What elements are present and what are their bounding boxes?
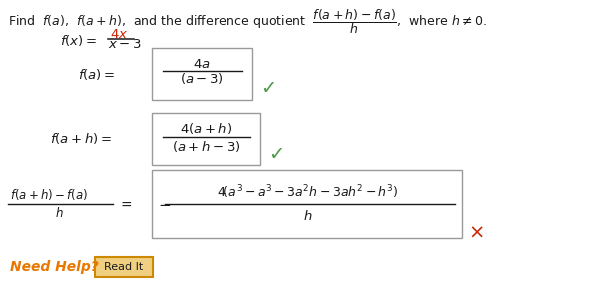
Text: Read It: Read It <box>104 262 143 272</box>
Text: $4(a+h)$: $4(a+h)$ <box>180 122 232 137</box>
Text: $=$: $=$ <box>118 197 133 211</box>
Text: $\times$: $\times$ <box>468 222 484 242</box>
FancyBboxPatch shape <box>152 48 252 100</box>
Text: $f(a + h) - f(a)$: $f(a + h) - f(a)$ <box>10 188 88 202</box>
Text: $f(a + h) =$: $f(a + h) =$ <box>50 132 112 147</box>
FancyBboxPatch shape <box>95 257 153 277</box>
Text: $f(x) =$: $f(x) =$ <box>60 32 97 47</box>
Text: $(a-3)$: $(a-3)$ <box>180 71 224 86</box>
Text: ✓: ✓ <box>260 79 276 99</box>
Text: $-$: $-$ <box>158 196 171 212</box>
Text: Find  $f(a)$,  $f(a + h)$,  and the difference quotient  $\dfrac{f(a + h) - f(a): Find $f(a)$, $f(a + h)$, and the differe… <box>8 7 487 36</box>
Text: $4a$: $4a$ <box>193 58 211 71</box>
Text: $h$: $h$ <box>303 209 313 223</box>
Text: Need Help?: Need Help? <box>10 260 99 274</box>
Text: $4\!\left(a^3 - a^3 - 3a^2h - 3ah^2 - h^3\right)$: $4\!\left(a^3 - a^3 - 3a^2h - 3ah^2 - h^… <box>217 183 399 201</box>
Text: $4x$: $4x$ <box>110 27 129 40</box>
Text: ✓: ✓ <box>268 145 284 165</box>
Text: $h$: $h$ <box>55 206 64 220</box>
FancyBboxPatch shape <box>152 113 260 165</box>
Text: $(a+h-3)$: $(a+h-3)$ <box>172 138 240 153</box>
Text: $x - 3$: $x - 3$ <box>108 37 142 50</box>
FancyBboxPatch shape <box>152 170 462 238</box>
Text: $f(a) =$: $f(a) =$ <box>78 66 115 81</box>
